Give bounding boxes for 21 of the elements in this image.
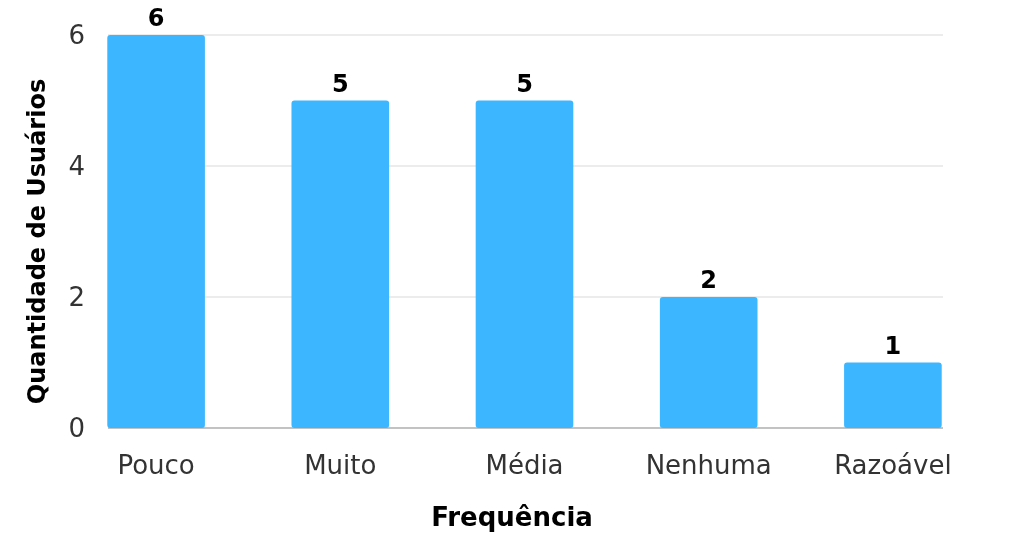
- y-axis-title: Quantidade de Usuários: [23, 78, 51, 405]
- x-tick-label: Média: [485, 450, 564, 480]
- bar: [107, 35, 205, 428]
- x-tick-label: Pouco: [117, 450, 195, 480]
- bar: [475, 100, 574, 428]
- x-tick-label: Razoável: [834, 450, 952, 480]
- x-axis-title: Frequência: [431, 502, 593, 532]
- y-tick-label: 0: [68, 413, 85, 444]
- y-tick-label: 2: [68, 282, 85, 313]
- data-label: 5: [516, 69, 533, 98]
- data-label: 6: [147, 4, 165, 32]
- bar: [291, 100, 390, 428]
- x-tick-label: Nenhuma: [645, 450, 772, 480]
- y-tick-label: 6: [68, 20, 85, 51]
- y-tick-label: 4: [68, 151, 85, 182]
- bar: [844, 362, 942, 428]
- data-label: 5: [331, 69, 349, 98]
- data-label: 1: [884, 331, 902, 360]
- x-tick-label: Muito: [304, 450, 377, 480]
- bar: [659, 297, 758, 428]
- data-label: 2: [700, 266, 718, 294]
